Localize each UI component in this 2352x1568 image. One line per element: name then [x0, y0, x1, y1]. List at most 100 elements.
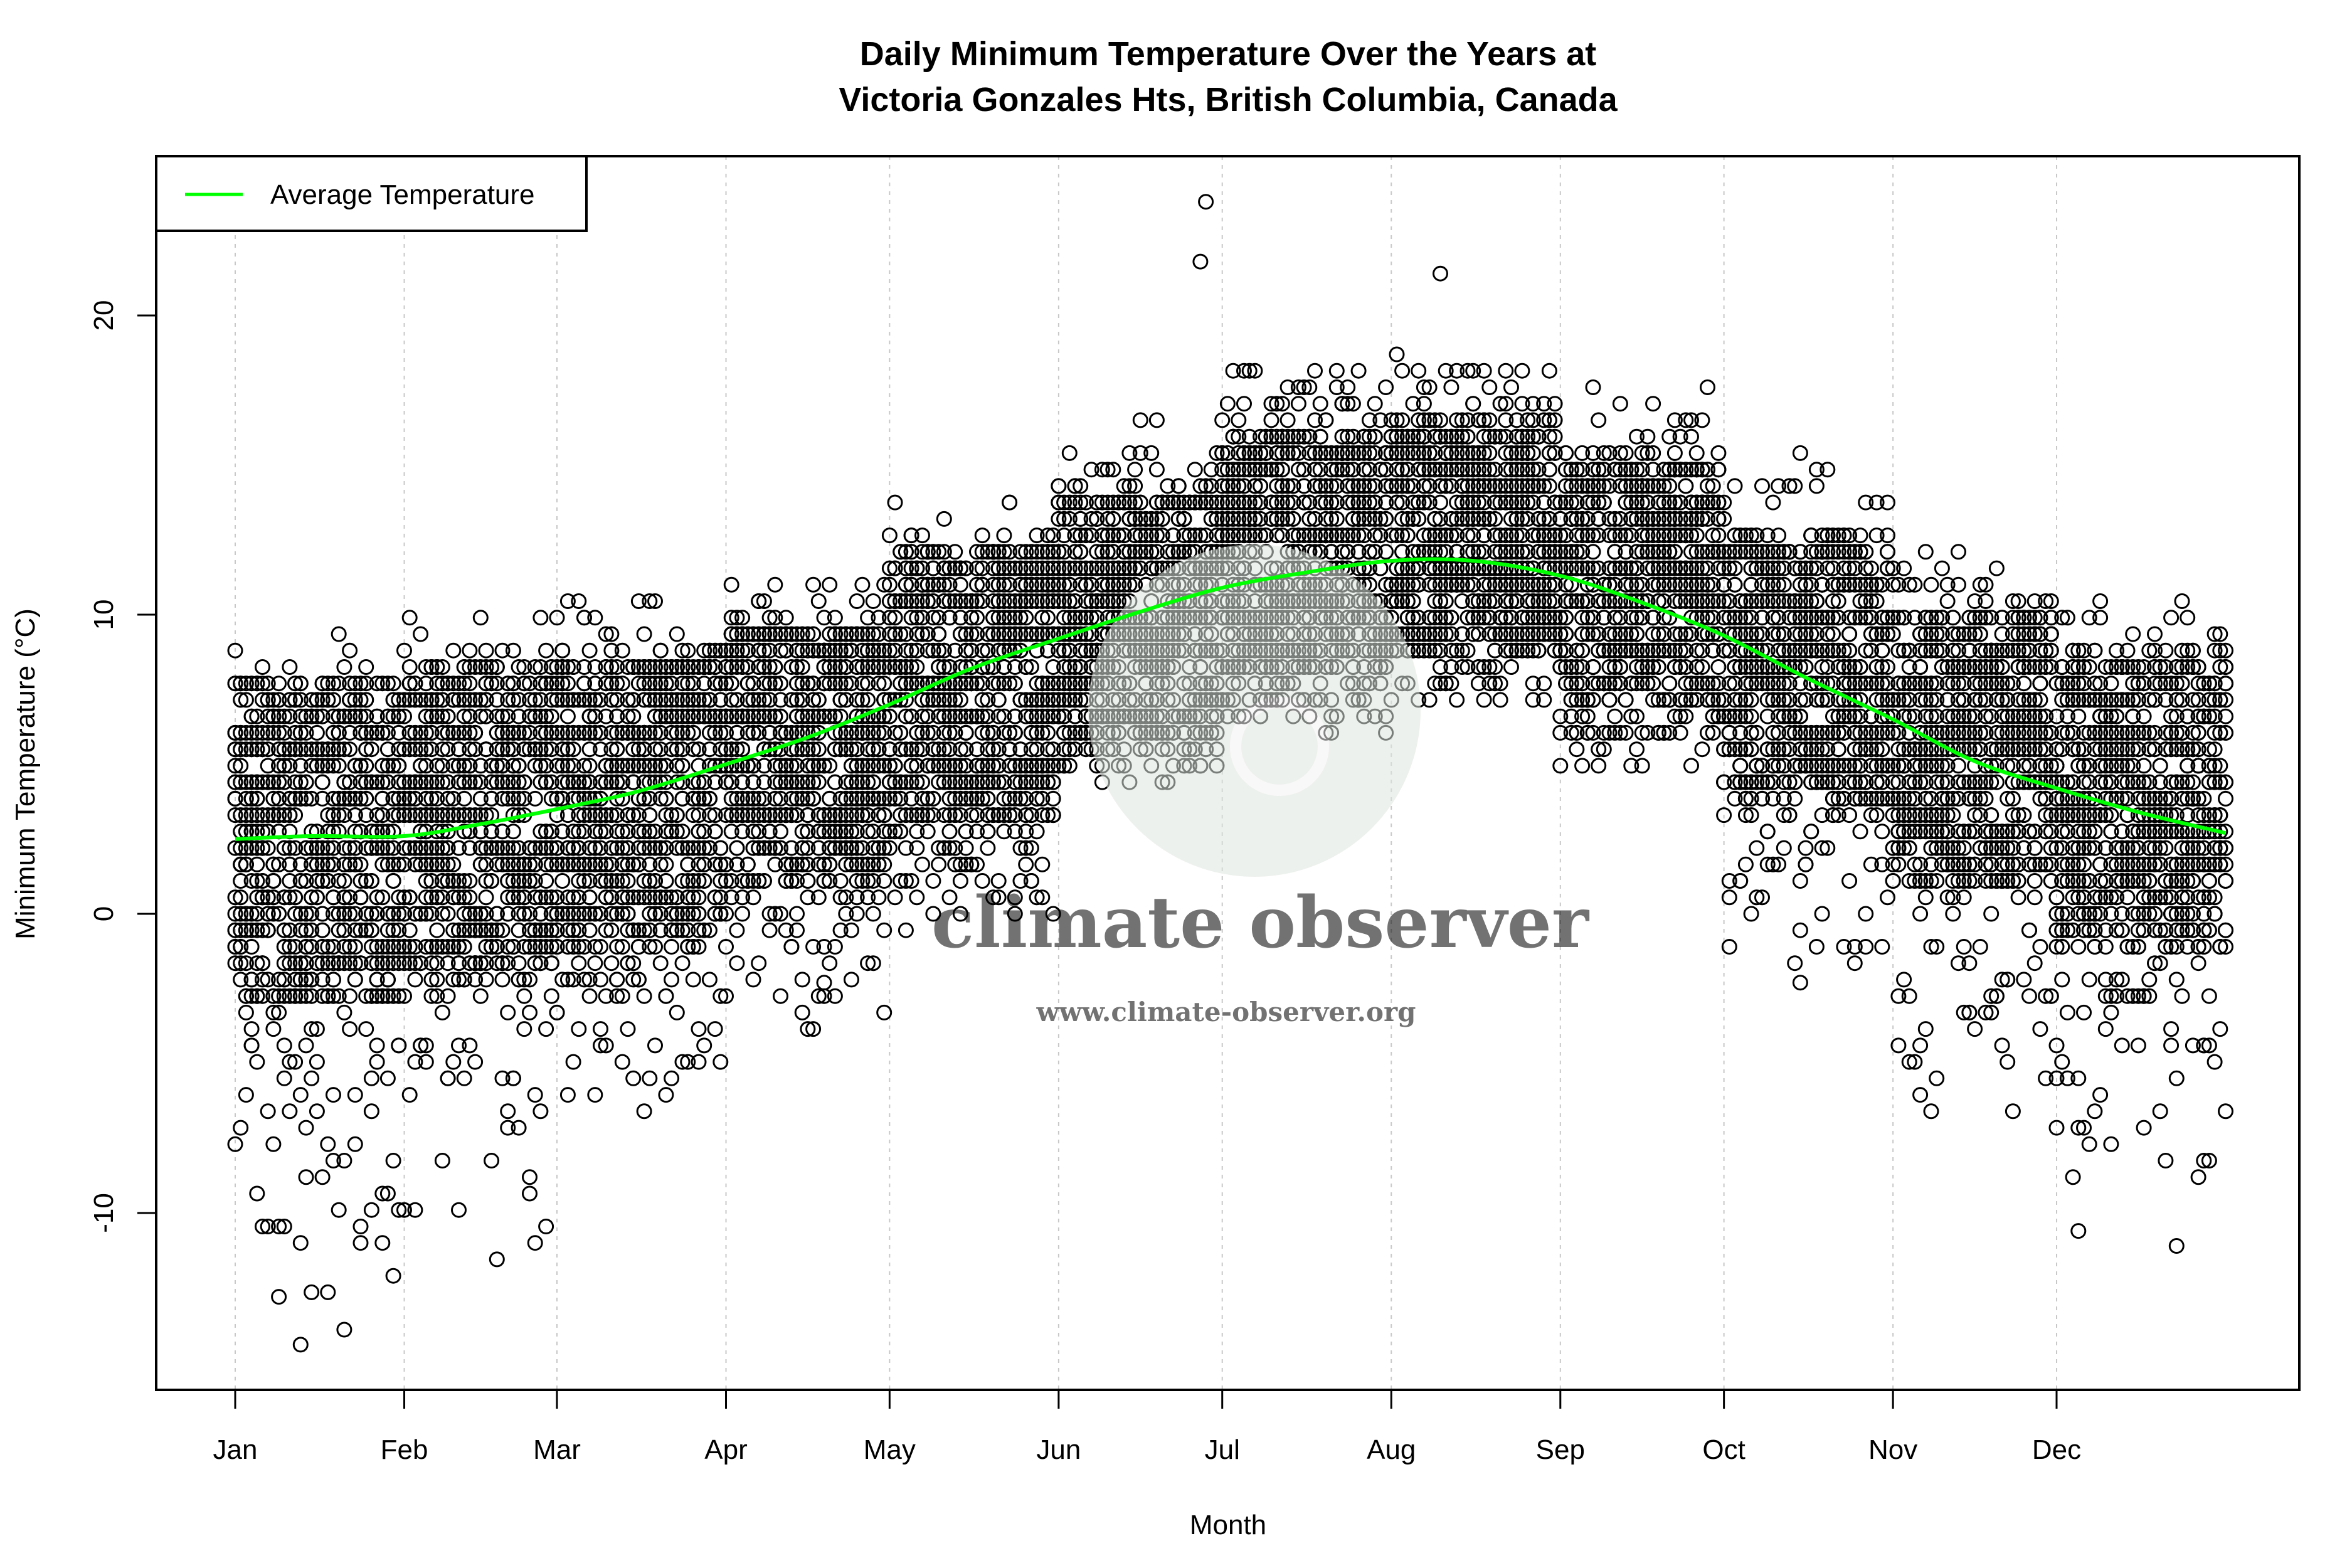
data-point — [326, 807, 341, 824]
data-point — [342, 774, 358, 790]
data-point — [581, 856, 598, 872]
data-point — [309, 758, 325, 774]
data-point — [243, 840, 260, 856]
data-point — [304, 889, 320, 906]
data-point — [593, 1037, 608, 1054]
data-point — [352, 955, 369, 972]
data-point — [391, 807, 407, 824]
data-point — [249, 1054, 265, 1070]
data-point — [712, 856, 729, 872]
data-point — [255, 741, 270, 758]
data-point — [593, 1021, 608, 1037]
data-point — [532, 889, 549, 906]
data-point — [282, 758, 298, 774]
data-point — [642, 593, 658, 609]
data-point — [522, 939, 538, 955]
data-point — [326, 1153, 341, 1168]
data-point — [472, 708, 489, 724]
data-point — [265, 889, 282, 906]
chart-title-line-2: Victoria Gonzales Hts, British Columbia,… — [839, 81, 1618, 119]
data-point — [593, 856, 608, 872]
data-point — [614, 889, 630, 906]
data-point — [243, 972, 260, 988]
data-point — [642, 889, 658, 906]
data-point — [696, 692, 712, 708]
data-point — [396, 840, 412, 856]
data-point — [391, 790, 407, 807]
data-point — [287, 1054, 304, 1070]
data-point — [522, 1169, 538, 1185]
data-point — [347, 840, 363, 856]
data-point — [407, 955, 423, 972]
data-point — [423, 659, 440, 675]
data-point — [429, 758, 445, 774]
data-point — [680, 856, 696, 872]
data-point — [462, 659, 478, 675]
data-point — [429, 692, 445, 708]
data-point — [363, 955, 379, 972]
data-point — [462, 873, 478, 889]
data-point — [347, 856, 363, 872]
data-point — [761, 807, 778, 824]
data-point — [532, 1103, 549, 1120]
data-point — [451, 972, 467, 988]
data-point — [407, 906, 423, 922]
data-point — [538, 824, 554, 840]
data-point — [587, 708, 603, 724]
data-point — [767, 675, 783, 692]
data-point — [1290, 396, 1306, 412]
data-point — [314, 692, 331, 708]
data-point — [505, 642, 521, 659]
data-point — [484, 840, 500, 856]
data-point — [451, 889, 467, 906]
data-point — [647, 840, 663, 856]
data-point — [718, 659, 734, 675]
data-point — [440, 807, 456, 824]
data-point — [489, 1251, 505, 1268]
data-point — [745, 774, 761, 790]
data-point — [718, 906, 734, 922]
data-point — [407, 807, 423, 824]
data-point — [669, 724, 685, 741]
data-point — [336, 906, 352, 922]
data-point — [527, 840, 543, 856]
data-point — [292, 856, 309, 872]
data-point — [347, 922, 363, 938]
data-point — [287, 692, 304, 708]
data-point — [734, 774, 751, 790]
data-point — [554, 758, 571, 774]
data-point — [691, 807, 707, 824]
data-point — [734, 741, 751, 758]
data-point — [292, 873, 309, 889]
data-point — [647, 873, 663, 889]
data-point — [271, 675, 287, 692]
data-point — [642, 840, 658, 856]
data-point — [691, 873, 707, 889]
data-point — [773, 790, 788, 807]
data-point — [227, 922, 243, 938]
data-point — [265, 774, 282, 790]
data-point — [565, 906, 581, 922]
data-point — [707, 724, 723, 741]
data-point — [614, 758, 630, 774]
data-point — [609, 708, 625, 724]
data-point — [767, 906, 783, 922]
data-point — [396, 988, 412, 1004]
data-point — [265, 708, 282, 724]
data-point — [462, 955, 478, 972]
data-point — [484, 824, 500, 840]
data-point — [260, 922, 276, 938]
data-point — [331, 955, 347, 972]
data-point — [729, 724, 745, 741]
data-point — [423, 972, 440, 988]
data-point — [494, 972, 511, 988]
data-point — [718, 988, 734, 1004]
data-point — [494, 758, 511, 774]
data-point — [685, 939, 701, 955]
data-point — [451, 955, 467, 972]
data-point — [265, 790, 282, 807]
data-point — [532, 824, 549, 840]
data-point — [581, 790, 598, 807]
data-point — [696, 708, 712, 724]
data-point — [522, 1004, 538, 1020]
